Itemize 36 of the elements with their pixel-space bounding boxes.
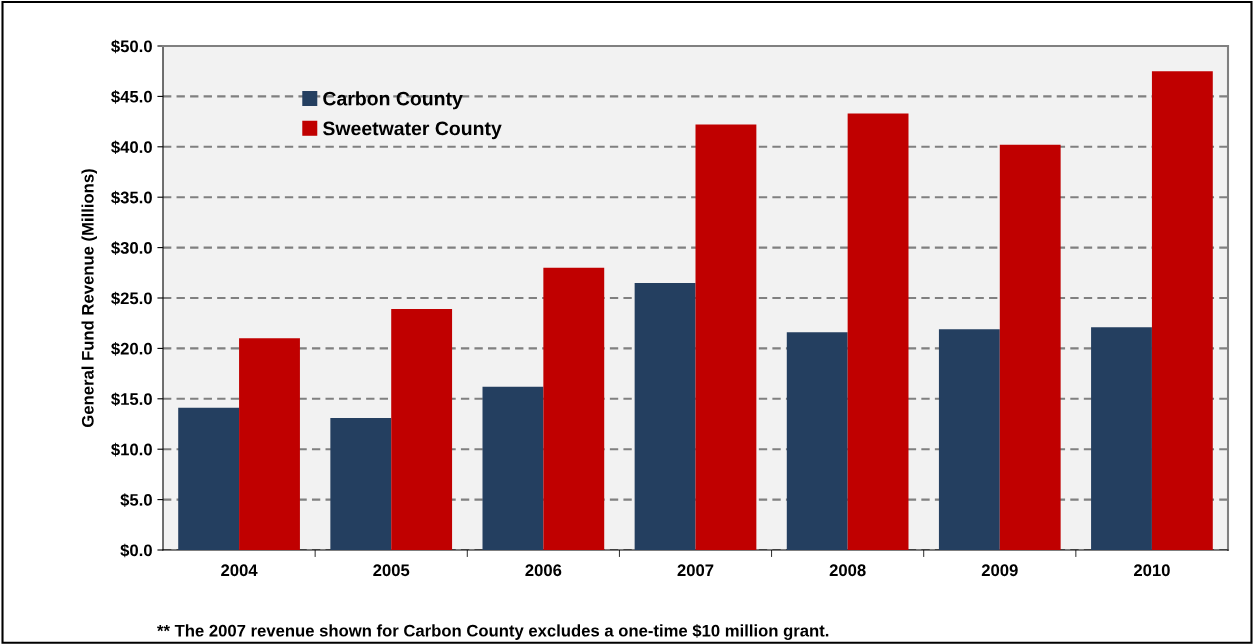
y-tick-label: $40.0 (111, 140, 152, 155)
bar (178, 407, 240, 550)
bar (239, 338, 300, 550)
x-tick-label: 2008 (829, 564, 866, 577)
y-tick-label: $5.0 (120, 493, 152, 507)
bar (847, 113, 909, 550)
x-tick-label: 2005 (373, 564, 410, 577)
bar (999, 144, 1061, 550)
y-tick-label: $35.0 (111, 190, 152, 205)
y-tick-label: $0.0 (120, 543, 152, 558)
text: ** The 2007 revenue shown for Carbon County excludes a one-time $10 million grant. (157, 624, 829, 640)
bar (634, 282, 696, 550)
bar (330, 417, 392, 550)
x-tick-label: 2009 (981, 564, 1018, 577)
y-tick-label: $25.0 (111, 291, 152, 306)
y-tick-label: $20.0 (111, 342, 152, 356)
bar (391, 309, 453, 550)
legend-label: Carbon County (323, 91, 463, 110)
x-tick-label: 2004 (221, 564, 258, 577)
x-tick-label: 2007 (677, 564, 714, 577)
bar (1151, 71, 1213, 550)
bar (786, 332, 848, 550)
bar (1091, 327, 1152, 550)
y-tick-label: $10.0 (111, 442, 152, 457)
y-tick-label: $15.0 (111, 392, 152, 407)
y-tick-label: $30.0 (111, 241, 152, 255)
bar (482, 386, 544, 550)
y-tick-label: $50.0 (111, 39, 152, 54)
x-tick-label: 2006 (525, 564, 562, 577)
y-axis-title: General Fund Revenue (Millions) (81, 169, 97, 427)
y-tick-label: $45.0 (111, 90, 152, 104)
bar (543, 267, 605, 550)
x-tick-label: 2010 (1133, 564, 1170, 577)
bar (938, 329, 1000, 550)
bar (695, 124, 757, 550)
legend-label: Sweetwater County (322, 121, 502, 140)
